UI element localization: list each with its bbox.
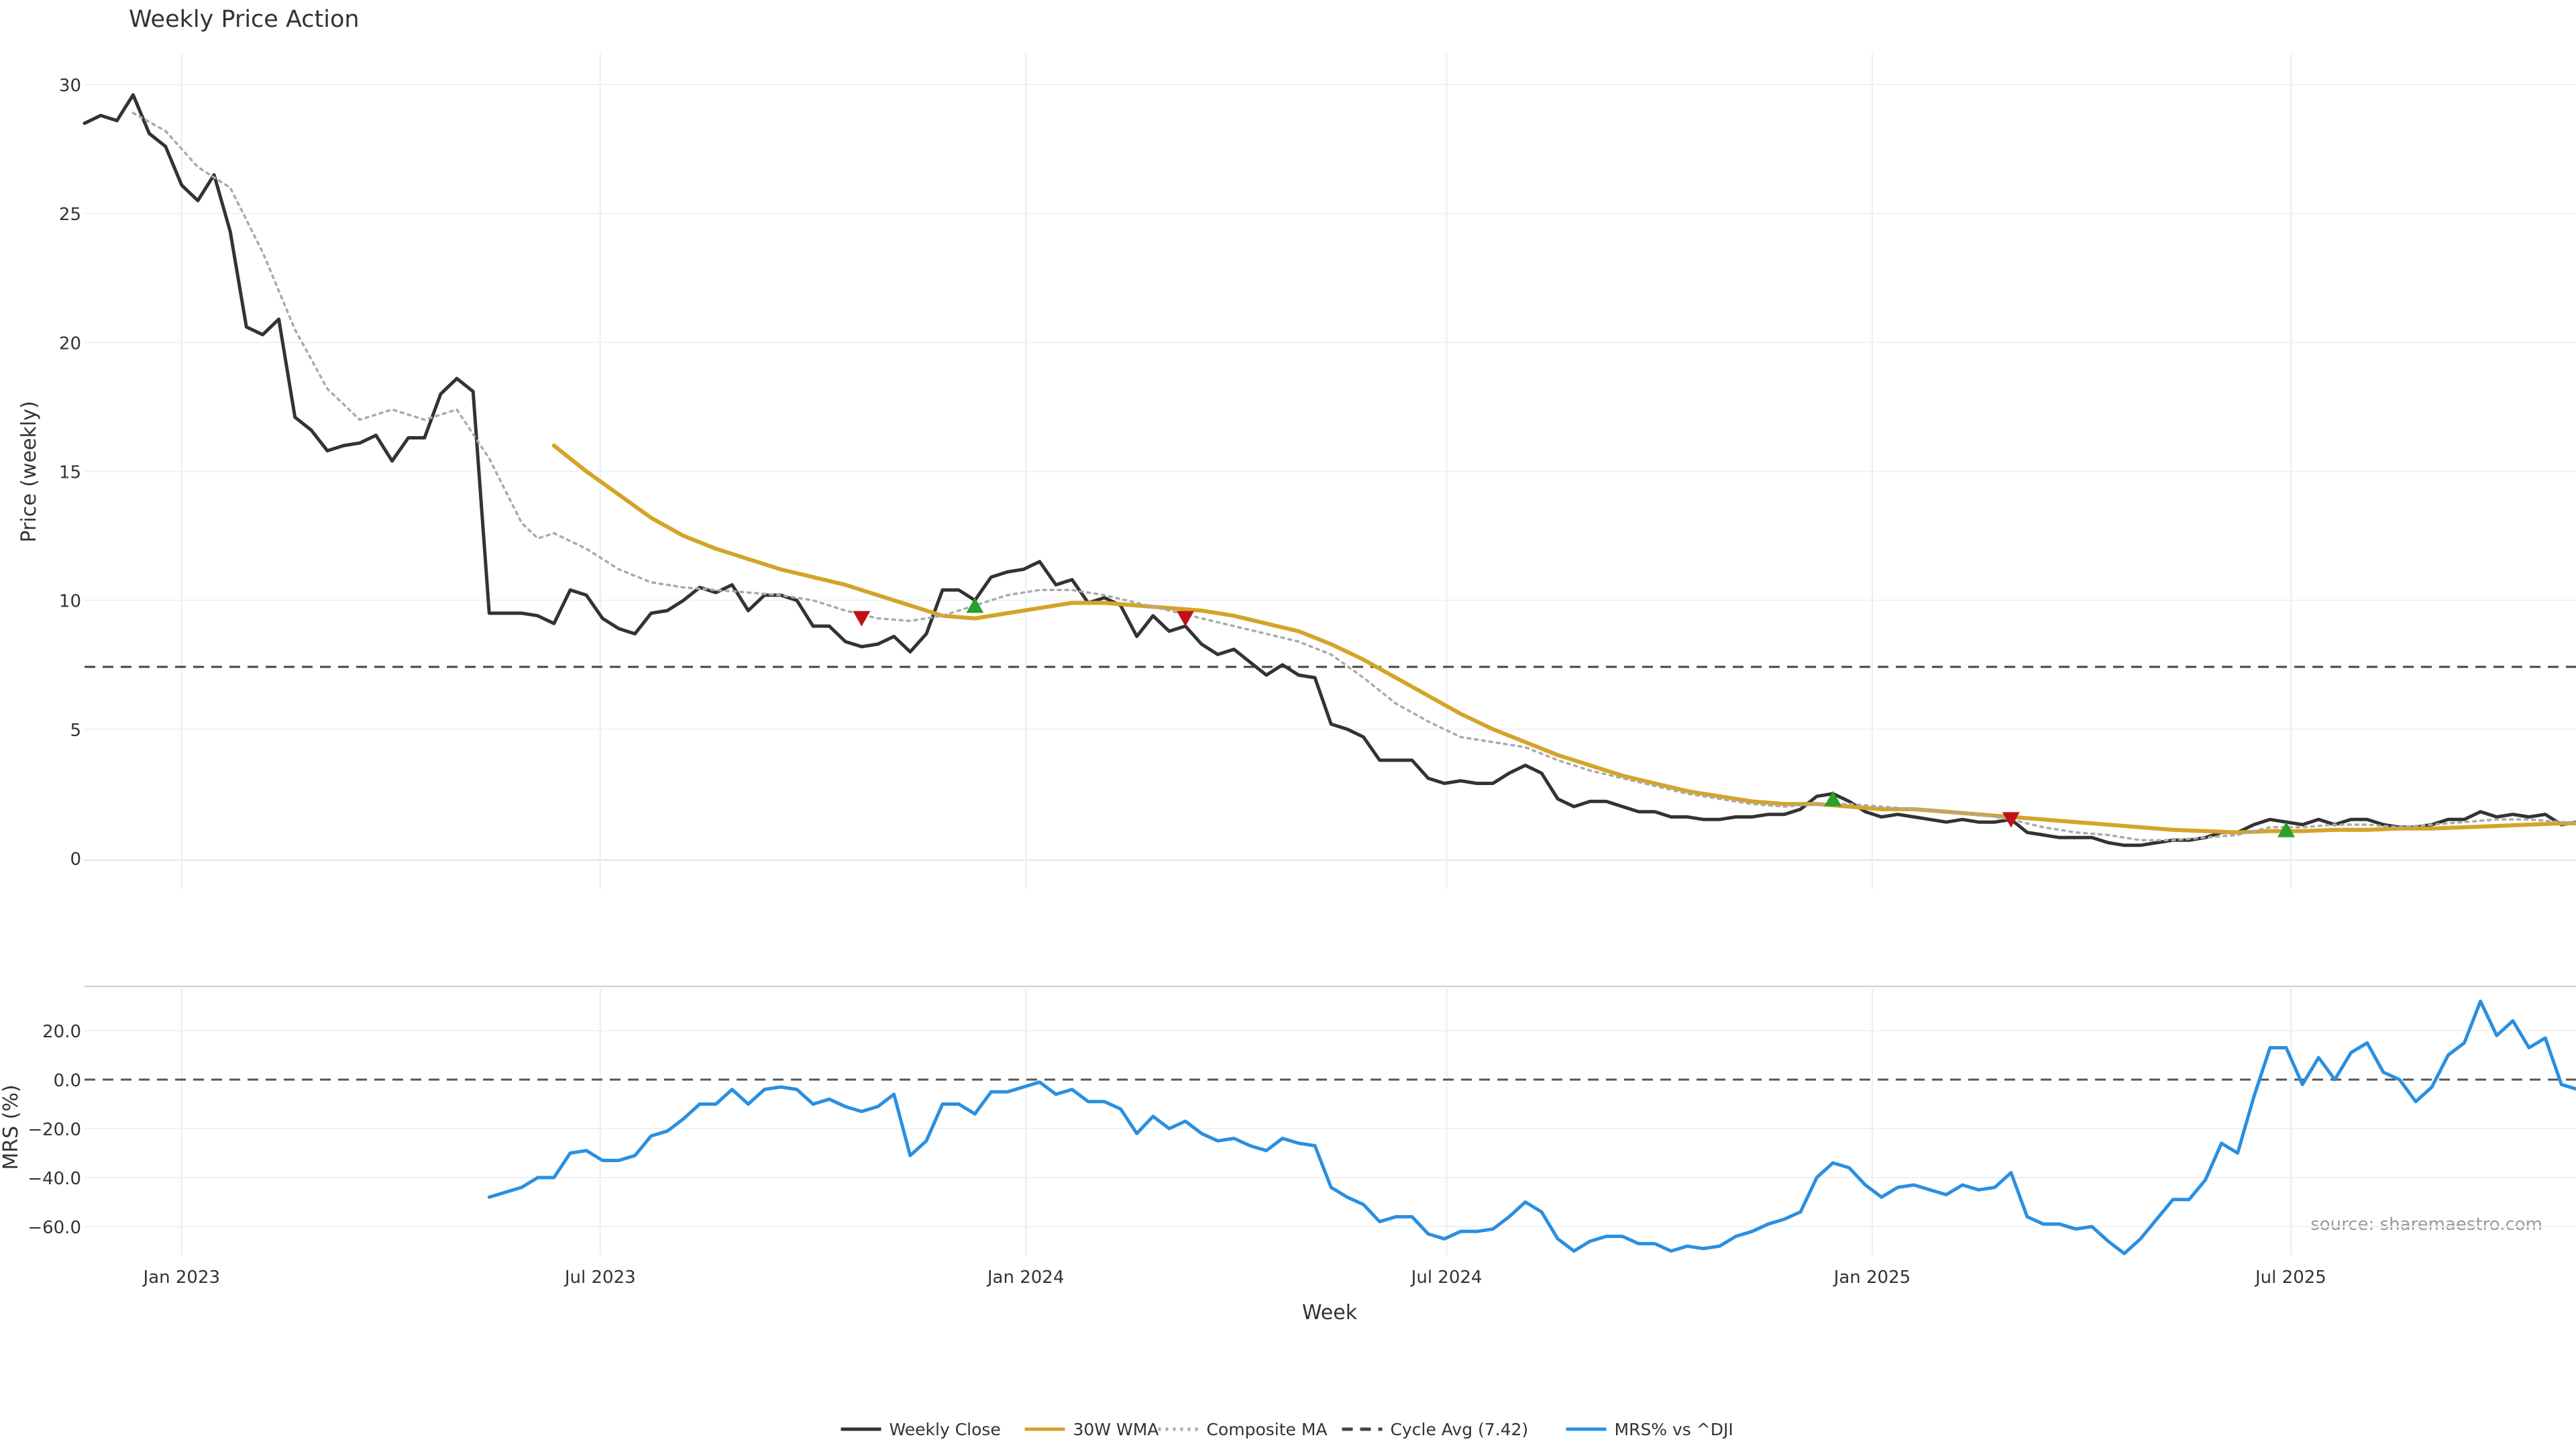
mrs-y-tick-label: −20.0 — [28, 1120, 81, 1140]
price-y-axis-label: Price (weekly) — [17, 401, 41, 542]
mrs-y-tick-label: 0.0 — [54, 1071, 81, 1091]
series-weekly-close — [83, 93, 2576, 847]
price-y-tick-label: 30 — [59, 76, 81, 96]
legend-item: Cycle Avg (7.42) — [1342, 1420, 1529, 1439]
mrs-y-tick-label: 20.0 — [42, 1022, 81, 1042]
x-tick-label: Jul 2024 — [1410, 1267, 1483, 1288]
buy-signal-marker — [2277, 821, 2296, 837]
x-tick-label: Jul 2023 — [564, 1267, 636, 1288]
mrs-y-tick-label: −60.0 — [28, 1218, 81, 1238]
legend-item: Weekly Close — [841, 1420, 1001, 1439]
price-y-tick-label: 15 — [59, 463, 81, 483]
grid-layer — [85, 54, 2576, 1255]
x-tick-label: Jan 2023 — [142, 1267, 221, 1288]
tick-labels: Jan 2023 Jul 2023 Jan 2024 Jul 2024 Jan 2025… — [28, 76, 2326, 1288]
legend-item: MRS% vs ^DJI — [1566, 1420, 1733, 1439]
source-annotation: source: sharemaestro.com — [2310, 1214, 2542, 1235]
sell-signal-marker — [853, 611, 871, 627]
legend-label: Cycle Avg (7.42) — [1391, 1420, 1529, 1439]
buy-signal-marker — [966, 597, 984, 613]
signal-markers — [853, 597, 2296, 837]
price-y-tick-label: 25 — [59, 205, 81, 225]
x-tick-label: Jul 2025 — [2254, 1267, 2326, 1288]
legend-item: 30W WMA — [1024, 1420, 1159, 1439]
series-30w-wma — [551, 444, 2576, 835]
legend-label: Weekly Close — [890, 1420, 1001, 1439]
sell-signal-marker — [1177, 611, 1195, 627]
x-tick-label: Jan 2024 — [986, 1267, 1065, 1288]
x-tick-label: Jan 2025 — [1833, 1267, 1911, 1288]
buy-signal-marker — [1824, 790, 1842, 807]
chart-legend: Weekly Close 30W WMA Composite MA Cycle Avg… — [841, 1420, 1733, 1439]
sell-signal-marker — [2002, 812, 2020, 828]
chart-title: Weekly Price Action — [129, 6, 360, 33]
price-y-tick-label: 20 — [59, 333, 81, 354]
price-y-tick-label: 0 — [70, 849, 81, 870]
x-axis-label: Week — [1302, 1301, 1358, 1325]
series-composite-ma — [131, 111, 2576, 841]
legend-label: MRS% vs ^DJI — [1615, 1420, 1733, 1439]
legend-label: 30W WMA — [1073, 1420, 1159, 1439]
mrs-y-axis-label: MRS (%) — [0, 1084, 23, 1170]
series-layer — [83, 93, 2576, 1255]
legend-item: Composite MA — [1158, 1420, 1328, 1439]
price-y-tick-label: 5 — [70, 721, 81, 741]
price-y-tick-label: 10 — [59, 592, 81, 612]
mrs-y-tick-label: −40.0 — [28, 1169, 81, 1189]
legend-label: Composite MA — [1207, 1420, 1328, 1439]
series-mrs-vs-dji — [487, 999, 2576, 1255]
